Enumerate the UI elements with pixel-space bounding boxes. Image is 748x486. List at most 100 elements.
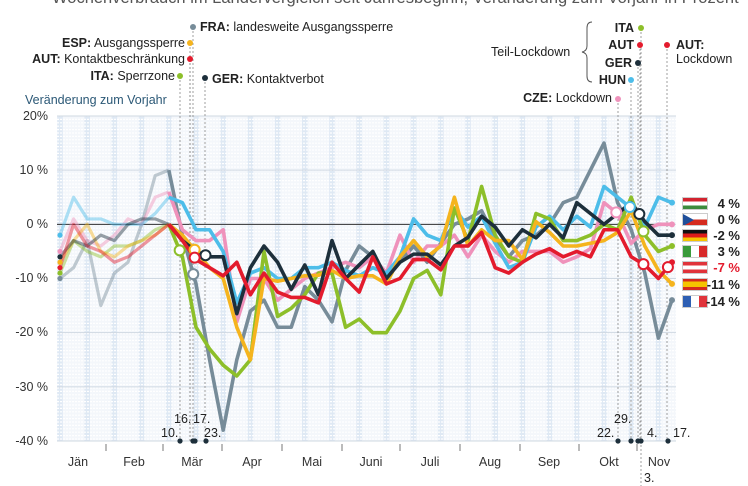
series-end-dot	[669, 297, 675, 304]
series-line-esp	[167, 195, 674, 362]
series-line-ita-early	[58, 222, 170, 274]
series-start-dot	[57, 254, 63, 260]
month-label: Jän	[67, 455, 89, 469]
event-marker-aut	[188, 251, 201, 264]
annotation-text: Ausgangssperre	[91, 36, 185, 50]
series-end-dot	[669, 243, 675, 249]
legend-item-fra: -14 %	[682, 294, 746, 309]
month-label: Okt	[599, 455, 619, 469]
event-marker-fra	[187, 268, 200, 281]
y-tick-label: -30 %	[15, 380, 48, 394]
event-marker-ger	[633, 208, 646, 221]
series-line-fra-early	[59, 168, 170, 308]
annotation-dot	[202, 75, 208, 81]
date-label: 16.	[174, 412, 192, 426]
series-line-cze-early	[58, 190, 170, 253]
flag-germany-icon	[682, 229, 708, 242]
date-dot	[615, 438, 621, 444]
series-line-ger	[167, 200, 672, 316]
annotation-code: ITA:	[90, 69, 114, 83]
date-label: 22.	[597, 426, 615, 440]
series-start-dot	[57, 265, 63, 271]
annotation-dot	[664, 42, 670, 48]
month-label: Mär	[181, 455, 203, 469]
annotation-ita-right: ITA	[615, 21, 634, 35]
series-markers	[57, 199, 675, 304]
annotation-code: ITA	[614, 21, 634, 35]
flag-hungary-icon	[682, 197, 708, 210]
series-end-dot	[669, 280, 675, 287]
date-dot	[192, 438, 198, 444]
annotation-dot	[190, 24, 196, 30]
annotation-code: AUT:	[32, 52, 61, 66]
annotation-dot	[187, 40, 193, 46]
annotation-dots	[177, 24, 671, 444]
y-axis-title: Veränderung zum Vorjahr	[25, 93, 167, 107]
series-line-aut	[167, 223, 674, 305]
legend-value: 4 %	[717, 196, 740, 211]
month-label: Apr	[242, 455, 262, 469]
date-label: 23.	[204, 426, 222, 440]
date-dot	[203, 438, 209, 444]
brace	[581, 21, 593, 83]
annotation-fra: FRA: landesweite Ausgangssperre	[200, 20, 393, 34]
legend-value: 3 %	[717, 244, 740, 259]
annotation-text: Sperrzone	[113, 69, 175, 83]
series-start-dot	[57, 275, 63, 282]
legend-value: -2 %	[713, 228, 740, 243]
annotation-code: AUT	[608, 38, 634, 52]
annotation-text: Lockdown	[552, 91, 612, 105]
legend-item-cze: 0 %	[682, 212, 746, 227]
date-label: 10.	[161, 426, 179, 440]
date-label: 3.	[644, 471, 655, 485]
series-end-dot	[669, 232, 675, 239]
y-tick-label: -10 %	[15, 271, 48, 285]
annotation-ger-right: GER	[605, 56, 632, 70]
month-label: Juli	[420, 455, 440, 469]
y-tick-label: 0 %	[26, 217, 48, 231]
event-marker-ita	[637, 225, 650, 238]
annotation-aut: AUT: Kontaktbeschränkung	[32, 52, 185, 66]
event-marker-aut	[661, 261, 674, 274]
annotation-code: ESP:	[62, 36, 92, 50]
event-marker-ger	[199, 249, 212, 262]
flag-spain-icon	[682, 278, 708, 291]
series-line-ger-early	[58, 217, 170, 258]
date-dot	[665, 438, 671, 444]
event-marker-hun	[623, 201, 636, 213]
month-label: Mai	[301, 455, 323, 469]
y-tick-label: 20%	[22, 109, 48, 123]
annotation-dot	[635, 60, 641, 66]
date-label: 17.	[673, 426, 691, 440]
series-line-hun	[168, 184, 673, 305]
flag-italy-icon	[682, 245, 708, 258]
series-line-hun-early	[58, 195, 171, 236]
flag-austria-icon	[682, 261, 708, 274]
date-label: 17.	[193, 412, 211, 426]
series-line-aut-early	[58, 222, 170, 269]
series-lines	[58, 141, 674, 432]
annotation-text: Kontaktbeschränkung	[60, 52, 185, 66]
legend-value: 0 %	[717, 212, 740, 227]
annotation-code: GER:	[212, 72, 244, 86]
legend-value: -7 %	[713, 260, 740, 275]
month-label: Nov	[647, 455, 671, 469]
annotation-text: Kontaktverbot	[243, 72, 324, 86]
annotation-code: HUN	[598, 73, 626, 87]
event-marker-cze	[610, 206, 623, 219]
legend-item-ger: -2 %	[682, 228, 746, 243]
legend-item-esp: -11 %	[682, 277, 746, 292]
date-label: 29.	[614, 412, 632, 426]
series-start-dot	[57, 248, 63, 255]
date-label: 4.	[647, 426, 658, 440]
y-tick-label: -20 %	[15, 325, 48, 339]
month-label: Sep	[537, 455, 561, 469]
event-marker-ita	[173, 244, 186, 257]
legend-item-hun: 4 %	[682, 196, 746, 211]
annotation-ger: GER: Kontaktverbot	[212, 72, 324, 86]
month-label: Aug	[478, 455, 502, 469]
series-start-dot	[57, 270, 63, 276]
legend-value: -14 %	[706, 294, 740, 309]
date-dot	[638, 438, 644, 444]
annotation-aut-lockdown: AUT: Lockdown	[676, 38, 732, 66]
